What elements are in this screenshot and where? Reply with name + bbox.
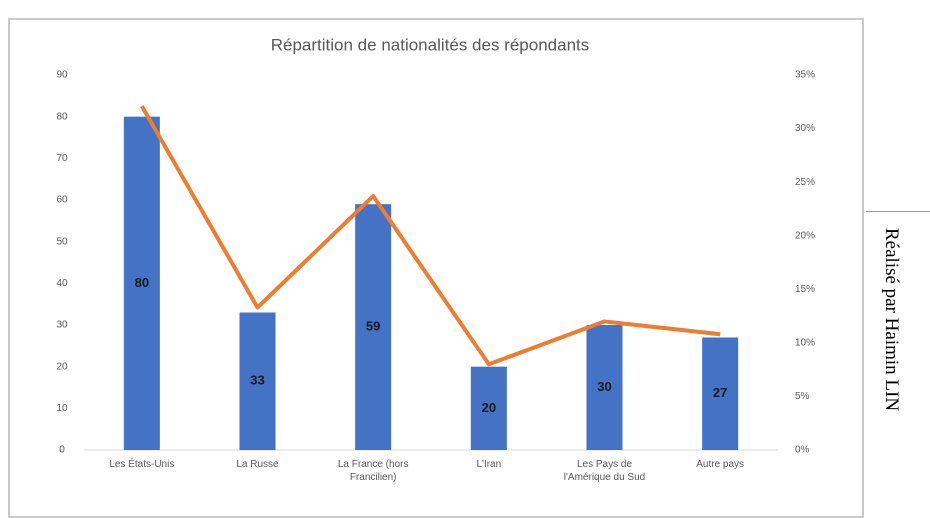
x-tick-label: Autre pays: [696, 459, 745, 470]
y2-tick-label: 10%: [795, 337, 815, 348]
side-note: Réalisé par Haimin LIN: [881, 228, 902, 412]
data-label: 80: [135, 275, 149, 290]
data-label: 59: [366, 319, 380, 334]
data-label: 33: [250, 373, 264, 388]
y-tick-label: 50: [56, 236, 68, 247]
line: [140, 105, 721, 367]
data-label: 20: [482, 400, 496, 415]
y2-tick-label: 0%: [795, 445, 810, 456]
bar: [702, 337, 739, 450]
bar: [586, 325, 623, 450]
y2-tick-label: 35%: [795, 70, 815, 81]
x-tick-label: Les États-Unis: [109, 459, 175, 470]
chart: Répartition de nationalités des répondan…: [56, 35, 815, 456]
y2-tick-label: 30%: [795, 123, 815, 134]
data-label: 30: [597, 379, 611, 394]
chart-title: Répartition de nationalités des répondan…: [271, 35, 590, 54]
y2-tick-label: 25%: [795, 177, 815, 188]
y-tick-label: 20: [56, 361, 68, 372]
data-label: 27: [713, 385, 727, 400]
y-tick-label: 60: [56, 195, 68, 206]
y-tick-label: 80: [56, 111, 68, 122]
bar: [470, 366, 507, 450]
y-tick-label: 10: [56, 403, 68, 414]
x-tick-label: La France (hors Francilien): [337, 459, 409, 483]
x-tick-label: La Russe: [236, 459, 279, 470]
y-tick-label: 30: [56, 320, 68, 331]
y2-tick-label: 15%: [795, 284, 815, 295]
y-tick-label: 40: [56, 278, 68, 289]
x-tick-label: L'Iran: [476, 459, 502, 470]
bar: [123, 116, 160, 451]
x-tick-label: Les Pays de l'Amérique du Sud: [563, 459, 646, 483]
y-tick-label: 90: [56, 70, 68, 81]
y-tick-label: 70: [56, 153, 68, 164]
bar: [239, 312, 276, 450]
bar: [355, 204, 392, 450]
y-tick-label: 0: [59, 445, 65, 456]
y2-tick-label: 5%: [795, 391, 810, 402]
separator: [866, 211, 930, 212]
y2-tick-label: 20%: [795, 230, 815, 241]
